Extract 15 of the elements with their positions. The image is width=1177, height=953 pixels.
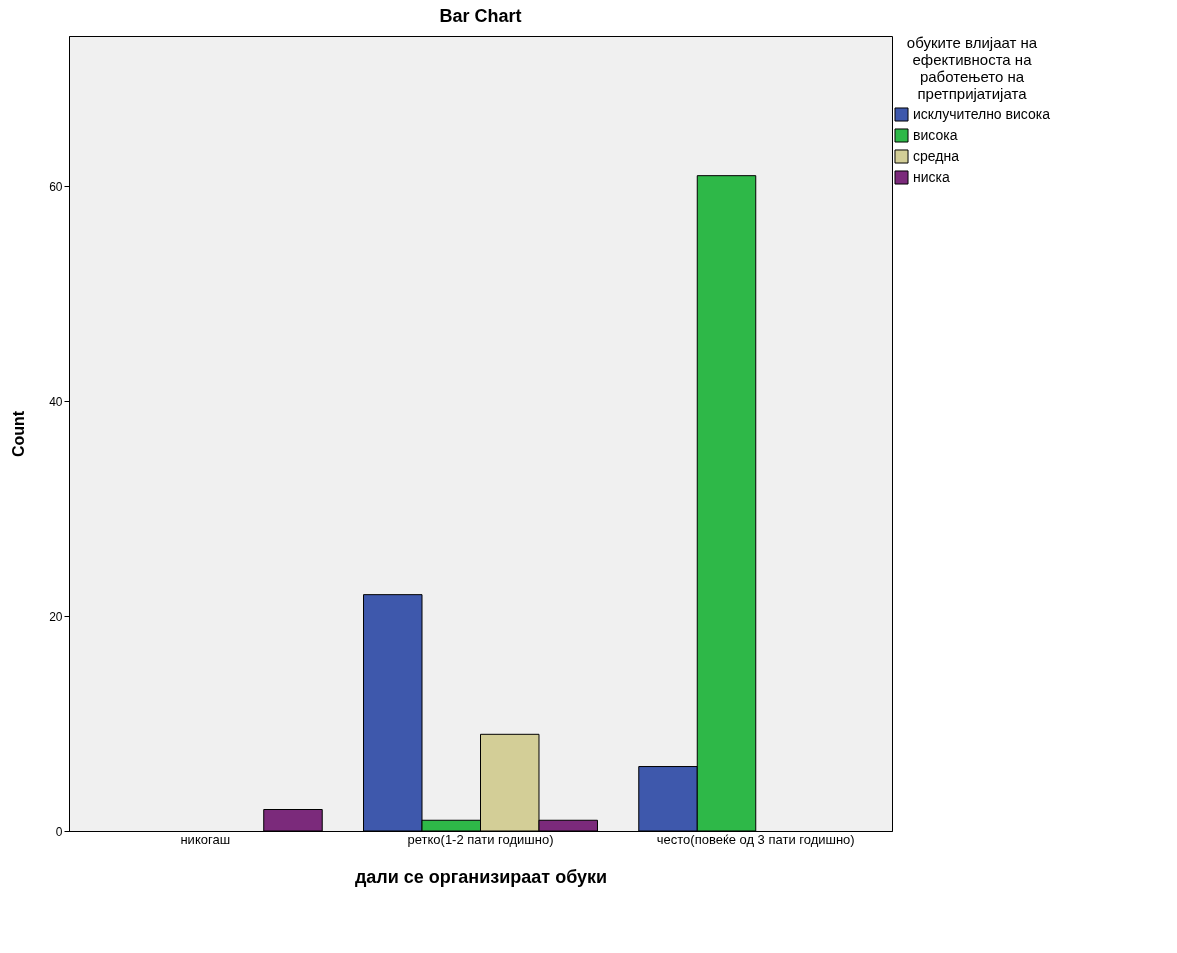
legend-label: средна xyxy=(913,147,960,164)
y-tick-label: 40 xyxy=(49,394,63,409)
legend-label: исклучително висока xyxy=(913,105,1051,122)
legend-label: висока xyxy=(913,126,958,143)
x-axis-title: дали се организираат обуки xyxy=(354,866,608,887)
x-tick-label: ретко(1-2 пати годишно) xyxy=(407,831,554,847)
x-tick-label: често(повеќе од 3 пати годишно) xyxy=(656,831,855,847)
x-tick-label: никогаш xyxy=(180,831,231,847)
y-axis-title: Count xyxy=(10,410,28,458)
legend-title: обуките влијаат на ефективноста на работењето на претпријатијата xyxy=(906,34,1038,102)
y-tick-label: 0 xyxy=(55,824,63,839)
y-tick-label: 60 xyxy=(49,179,63,194)
legend-label: ниска xyxy=(913,168,950,185)
chart-title: Bar Chart xyxy=(439,6,522,26)
y-tick-label: 20 xyxy=(49,609,63,624)
